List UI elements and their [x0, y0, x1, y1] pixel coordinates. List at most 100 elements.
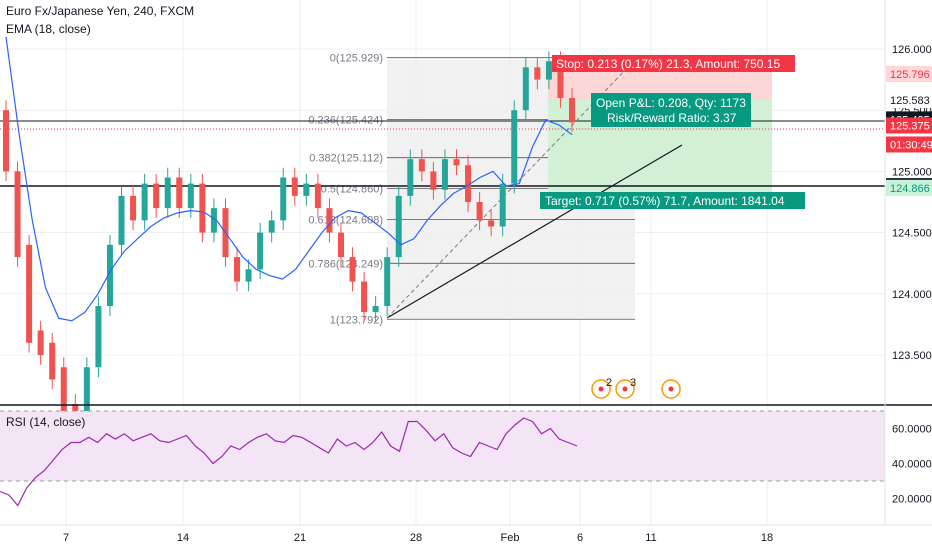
- event-marker[interactable]: [615, 379, 635, 399]
- rsi-band-fill: [0, 411, 885, 481]
- candle-body: [210, 208, 217, 233]
- rsi-tick-label: 20.0000: [892, 494, 932, 506]
- candle-body: [488, 220, 495, 227]
- event-count: 2: [606, 377, 612, 389]
- price-axis[interactable]: 126.000125.500125.000124.500124.000123.5…: [892, 44, 932, 362]
- candle-body: [245, 269, 252, 282]
- candle-body: [49, 342, 56, 380]
- candle-body: [187, 183, 194, 209]
- candle-body: [349, 257, 356, 282]
- fib-level-label: 0(125.929): [330, 53, 383, 65]
- ema-legend: EMA (18, close): [6, 22, 91, 36]
- candle-body: [176, 177, 183, 209]
- candle-body: [499, 183, 506, 227]
- candle-body: [234, 257, 241, 282]
- candle-body: [118, 195, 125, 245]
- candle-body: [372, 306, 379, 313]
- candle-body: [534, 67, 541, 80]
- candle-body: [441, 159, 448, 190]
- event-marker-dot: [622, 386, 628, 392]
- candle-body: [26, 244, 33, 343]
- chart-title: Euro Fx/Japanese Yen, 240, FXCM: [6, 4, 195, 18]
- stop-label-text: Stop: 0.213 (0.17%) 21.3, Amount: 750.15: [556, 57, 780, 71]
- time-tick-label: 6: [577, 532, 583, 544]
- event-marker[interactable]: [661, 379, 681, 399]
- candle-body: [511, 110, 518, 184]
- price-tag-text: 125.583: [890, 95, 930, 107]
- candle-body: [522, 67, 529, 111]
- time-tick-label: 28: [410, 532, 422, 544]
- candle-body: [361, 281, 368, 313]
- candle-body: [407, 159, 414, 196]
- price-tag: [886, 65, 932, 82]
- candle-body: [418, 159, 425, 172]
- rsi-tick-label: 40.0000: [892, 459, 932, 471]
- price-tag-text: 01:30:49: [890, 139, 932, 151]
- candle-body: [314, 183, 321, 209]
- candle-body: [37, 330, 44, 355]
- candle-body: [545, 61, 552, 80]
- price-tag-text: 124.866: [890, 183, 930, 195]
- candle-body: [199, 183, 206, 233]
- candle-body: [569, 97, 575, 123]
- rsi-line: [0, 417, 578, 507]
- time-tick-label: Feb: [501, 532, 520, 544]
- candle-body: [326, 208, 333, 233]
- candle-body: [280, 177, 287, 221]
- fib-retracement[interactable]: 0(125.929)0.236(125.424)0.382(125.112)0.…: [308, 53, 635, 327]
- stop-label[interactable]: Stop: 0.213 (0.17%) 21.3, Amount: 750.15: [552, 55, 795, 72]
- candle-body: [153, 183, 160, 209]
- candle-body: [60, 367, 67, 417]
- ema-line: [5, 36, 573, 322]
- price-tick-label: 126.000: [892, 44, 932, 56]
- candle-body: [395, 195, 402, 258]
- event-markers[interactable]: 2 3: [591, 377, 681, 399]
- candle-body: [384, 257, 391, 307]
- price-tick-label: 124.000: [892, 289, 932, 301]
- candle-body: [164, 177, 171, 209]
- candle-body: [83, 367, 90, 417]
- candle-body: [303, 183, 310, 196]
- candle-body: [291, 177, 298, 196]
- price-tag: [886, 117, 932, 134]
- price-tag: [886, 136, 932, 153]
- price-tick-label: 123.500: [892, 350, 932, 362]
- pnl-label[interactable]: Open P&L: 0.208, Qty: 1173 Risk/Reward R…: [591, 93, 751, 127]
- price-tags: 125.796125.583125.425125.37501:30:49124.…: [886, 65, 932, 196]
- trendline-up[interactable]: [386, 144, 683, 319]
- candle-body: [337, 232, 344, 258]
- event-marker-dot: [598, 386, 604, 392]
- time-tick-label: 11: [645, 532, 656, 544]
- time-tick-label: 18: [761, 532, 773, 544]
- candle-body: [14, 171, 21, 258]
- time-axis[interactable]: 7 14 21 28 Feb 6 11 18: [63, 532, 773, 544]
- price-tag: [886, 179, 932, 196]
- candle-body: [453, 159, 460, 166]
- candle-body: [3, 110, 9, 172]
- time-tick-label: 21: [294, 532, 306, 544]
- candle-body: [257, 232, 264, 270]
- candle-body: [141, 183, 148, 221]
- candle-body: [465, 165, 472, 202]
- pnl-label-text: Open P&L: 0.208, Qty: 1173: [596, 96, 746, 110]
- fib-level-label: 0.786(124.249): [308, 258, 383, 270]
- fib-level-label: 0.382(125.112): [309, 153, 383, 165]
- price-tick-label: 124.500: [892, 228, 932, 240]
- event-marker[interactable]: [591, 379, 611, 399]
- rsi-legend: RSI (14, close): [6, 415, 86, 429]
- candle-body: [430, 171, 437, 190]
- time-tick-label: 14: [177, 532, 189, 544]
- target-label[interactable]: Target: 0.717 (0.57%) 71.7, Amount: 1841…: [540, 192, 805, 209]
- candle-body: [557, 61, 564, 98]
- target-label-text: Target: 0.717 (0.57%) 71.7, Amount: 1841…: [545, 194, 785, 208]
- fib-level-label: 1(123.792): [330, 314, 383, 326]
- candle-body: [106, 244, 113, 307]
- price-tick-label: 125.000: [892, 166, 932, 178]
- price-tag-text: 125.796: [890, 69, 930, 81]
- price-tag: [886, 92, 932, 109]
- rr-label-text: Risk/Reward Ratio: 3.37: [607, 111, 737, 125]
- rsi-axis[interactable]: 60.0000 40.0000 20.0000: [892, 424, 932, 506]
- time-tick-label: 7: [63, 532, 69, 544]
- event-marker-dot: [668, 386, 674, 392]
